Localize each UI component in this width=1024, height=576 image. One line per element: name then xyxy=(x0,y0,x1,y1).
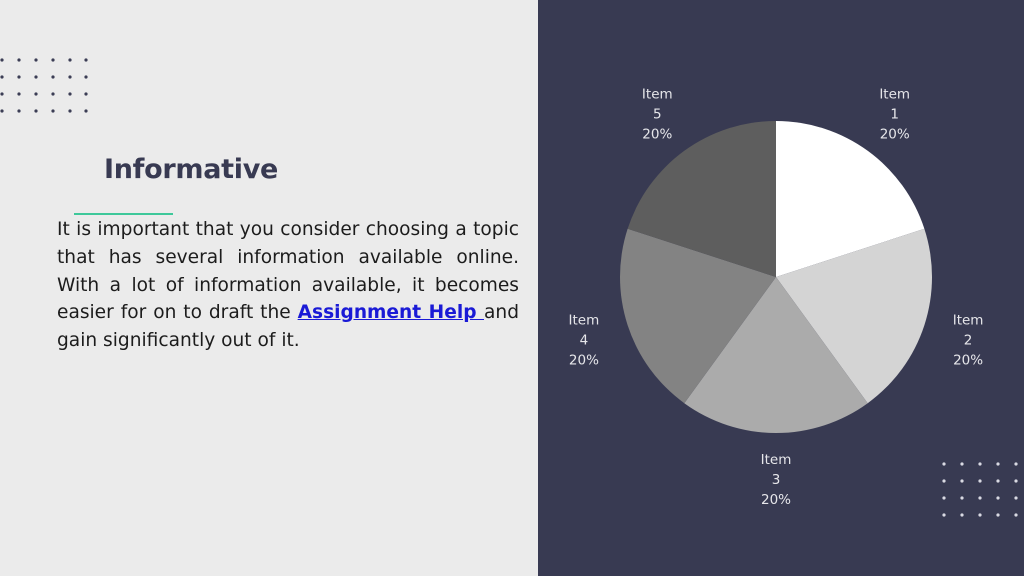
pie-chart-container: Item 1 20% Item 2 20% Item 3 20% Item 4 20% Item 5 20% xyxy=(538,0,1024,576)
pie-label-line: 20% xyxy=(761,492,791,508)
pie-label-line: Item xyxy=(879,87,910,103)
pie-label-line: 20% xyxy=(880,127,910,143)
pie-slice-item-5 xyxy=(627,121,776,277)
pie-label-item-2: Item 2 20% xyxy=(953,312,984,368)
pie-label-line: 2 xyxy=(964,332,973,348)
pie-label-line: Item xyxy=(761,452,792,468)
pie-label-item-3: Item 3 20% xyxy=(761,452,792,508)
pie-label-line: Item xyxy=(953,312,984,328)
pie-slice-item-1 xyxy=(776,121,925,277)
paragraph-text-before-link: It is important that you consider choosi… xyxy=(57,219,519,324)
pie-slices xyxy=(620,121,932,434)
pie-label-item-5: Item 5 20% xyxy=(642,87,673,143)
pie-label-item-4: Item 4 20% xyxy=(569,312,600,368)
pie-label-line: Item xyxy=(569,312,600,328)
body-paragraph: It is important that you consider choosi… xyxy=(57,216,519,355)
slide-title: Informative xyxy=(104,154,279,185)
pie-label-item-1: Item 1 20% xyxy=(879,87,910,143)
assignment-help-link[interactable]: Assignment Help xyxy=(297,302,485,324)
paragraph-text-after-link: and gain significantly out of it. xyxy=(57,302,519,352)
pie-slice-item-4 xyxy=(620,228,776,404)
pie-label-line: 3 xyxy=(772,472,781,488)
pie-slice-item-2 xyxy=(776,228,932,404)
pie-label-line: 20% xyxy=(569,352,599,368)
pie-label-line: Item xyxy=(642,87,673,103)
decorative-dot-grid-bottom-right xyxy=(936,456,1024,524)
pie-label-line: 20% xyxy=(642,127,672,143)
decorative-dot-grid-top-left xyxy=(0,54,96,118)
left-panel: Informative It is important that you con… xyxy=(0,54,519,355)
pie-label-line: 4 xyxy=(580,332,589,348)
pie-label-line: 5 xyxy=(653,107,662,123)
pie-label-line: 20% xyxy=(953,352,983,368)
pie-label-line: 1 xyxy=(890,107,899,123)
pie-labels: Item 1 20% Item 2 20% Item 3 20% Item 4 20% Item 5 20% xyxy=(569,87,984,508)
pie-chart: Item 1 20% Item 2 20% Item 3 20% Item 4 20% Item 5 20% xyxy=(569,87,984,508)
pie-slice-item-3 xyxy=(684,277,868,434)
title-underline-accent xyxy=(74,213,173,215)
